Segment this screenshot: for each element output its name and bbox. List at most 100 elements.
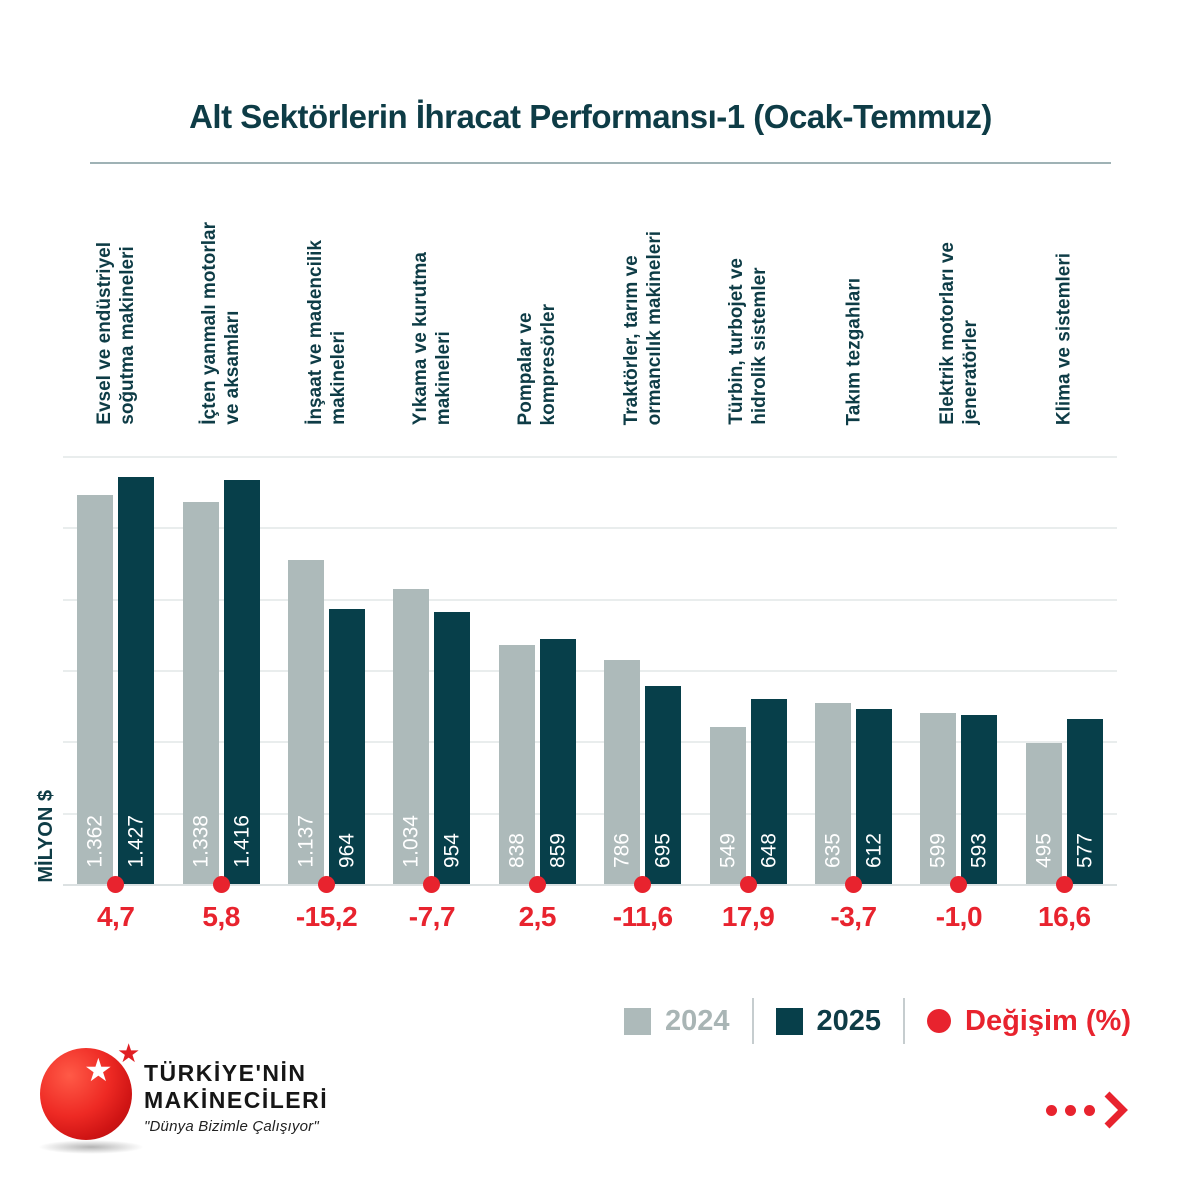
category-label: Klima ve sistemleri: [1053, 252, 1075, 425]
bar-value-label: 1.137: [294, 815, 318, 868]
bar-value-label: 549: [716, 832, 740, 868]
bar-value-label: 1.416: [230, 815, 254, 868]
bar-2025: [1066, 719, 1103, 884]
legend-label-2025: 2025: [816, 1004, 882, 1037]
change-value-label: 16,6: [1038, 901, 1091, 932]
legend-label-change: Değişim (%): [965, 1004, 1131, 1037]
legend-change-dot-icon: [927, 1009, 952, 1033]
bar-2024: [815, 702, 851, 884]
change-dot-icon: [739, 875, 757, 893]
category-label: Yıkama ve kurutma makineleri: [409, 251, 454, 425]
bar-value-label: 859: [546, 832, 570, 868]
bar-2024: [288, 559, 324, 884]
legend-swatch-2025: [775, 1007, 803, 1035]
gridline: [63, 456, 1117, 458]
bar-value-label: 1.034: [399, 815, 423, 868]
bar-value-label: 1.427: [124, 815, 148, 868]
change-value-label: -7,7: [408, 901, 456, 932]
bar-value-label: 612: [862, 832, 886, 868]
bar-2025: [118, 476, 155, 884]
change-dot-icon: [1055, 875, 1073, 893]
category-label: Traktörler, tarım ve ormancılık makinele…: [620, 230, 665, 425]
title-divider: [90, 162, 1111, 164]
category-label: Pompalar ve kompresörler: [515, 303, 560, 425]
gridline: [63, 527, 1117, 530]
bar-2025: [856, 709, 892, 884]
bar-value-label: 495: [1032, 832, 1056, 868]
bar-2025: [750, 699, 787, 884]
bar-value-label: 1.362: [83, 815, 107, 868]
bar-2024: [182, 502, 219, 884]
bar-2024: [498, 644, 535, 884]
legend: 2024 2025 Değişim (%): [623, 997, 1131, 1045]
chevron-right-icon: [1104, 1091, 1128, 1129]
gridline: [63, 741, 1117, 744]
change-value-label: -11,6: [612, 901, 673, 932]
bar-value-label: 1.338: [189, 815, 213, 868]
legend-swatch-2024: [623, 1007, 651, 1035]
change-value-label: -15,2: [295, 901, 358, 932]
bar-value-label: 599: [926, 832, 950, 868]
logo-shadow: [38, 1140, 144, 1154]
change-dot-icon: [634, 875, 652, 893]
gridline: [63, 670, 1117, 672]
change-value-label: 17,9: [721, 901, 775, 932]
category-label: İçten yanmalı motorlar ve aksamları: [199, 222, 244, 425]
category-label: Evsel ve endüstriyel soğutma makineleri: [93, 242, 138, 425]
brand-name-line2: MAKİNECİLERİ: [144, 1087, 329, 1113]
star-icon: [84, 1054, 113, 1086]
category-label: İnşaat ve madencilik makineleri: [304, 240, 349, 425]
bar-2025: [223, 480, 260, 884]
category-label: Takım tezgahları: [843, 277, 864, 425]
bar-2024: [709, 727, 746, 884]
bar-value-label: 695: [651, 832, 675, 868]
page-title: Alt Sektörlerin İhracat Performansı-1 (O…: [189, 98, 992, 135]
change-dot-icon: [950, 875, 968, 893]
change-dot-icon: [107, 875, 125, 893]
bar-2024: [920, 713, 957, 884]
star-icon: [117, 1040, 140, 1066]
bar-value-label: 786: [610, 832, 634, 868]
ellipsis-dot-icon: [1046, 1104, 1057, 1116]
bar-2025: [539, 638, 576, 884]
category-label: Türbin, turbojet ve hidrolik sistemler: [726, 258, 771, 425]
change-value-label: 2,5: [518, 901, 557, 932]
change-value-label: 5,8: [202, 901, 240, 932]
brand-tagline: "Dünya Bizimle Çalışıyor": [144, 1118, 319, 1135]
gridline: [63, 598, 1117, 601]
change-value-label: 4,7: [96, 901, 135, 932]
bar-value-label: 838: [505, 832, 529, 868]
bar-2025: [329, 608, 365, 884]
change-dot-icon: [528, 875, 546, 893]
ellipsis-dot-icon: [1084, 1104, 1095, 1116]
change-dot-icon: [318, 875, 335, 893]
legend-divider: [751, 998, 754, 1044]
change-dot-icon: [845, 875, 862, 893]
bar-value-label: 593: [967, 832, 991, 868]
brand-name-line1: TÜRKİYE'NİN: [144, 1060, 307, 1086]
gridline: [63, 812, 1117, 815]
next-slide-control[interactable]: [1046, 1091, 1129, 1129]
change-dot-icon: [212, 875, 230, 893]
bar-2025: [434, 611, 471, 884]
bar-2024: [604, 659, 641, 884]
bar-value-label: 577: [1073, 832, 1097, 868]
bar-2025: [645, 685, 682, 884]
legend-divider: [903, 998, 906, 1044]
bar-2024: [393, 589, 430, 884]
bar-value-label: 635: [821, 832, 845, 868]
bar-2024: [1025, 742, 1062, 884]
change-value-label: -1,0: [935, 901, 983, 932]
category-label: Elektrik motorları ve jeneratörler: [936, 242, 981, 425]
legend-label-2024: 2024: [664, 1004, 730, 1037]
bar-2024: [77, 495, 114, 884]
bar-2025: [961, 714, 998, 884]
change-value-label: -3,7: [830, 901, 877, 932]
change-dot-icon: [423, 875, 441, 893]
brand-text: TÜRKİYE'NİN MAKİNECİLERİ "Dünya Bizimle …: [144, 1060, 328, 1135]
bar-value-label: 648: [757, 832, 781, 868]
brand-logo: TÜRKİYE'NİN MAKİNECİLERİ "Dünya Bizimle …: [38, 1040, 368, 1172]
bar-value-label: 964: [335, 832, 359, 868]
